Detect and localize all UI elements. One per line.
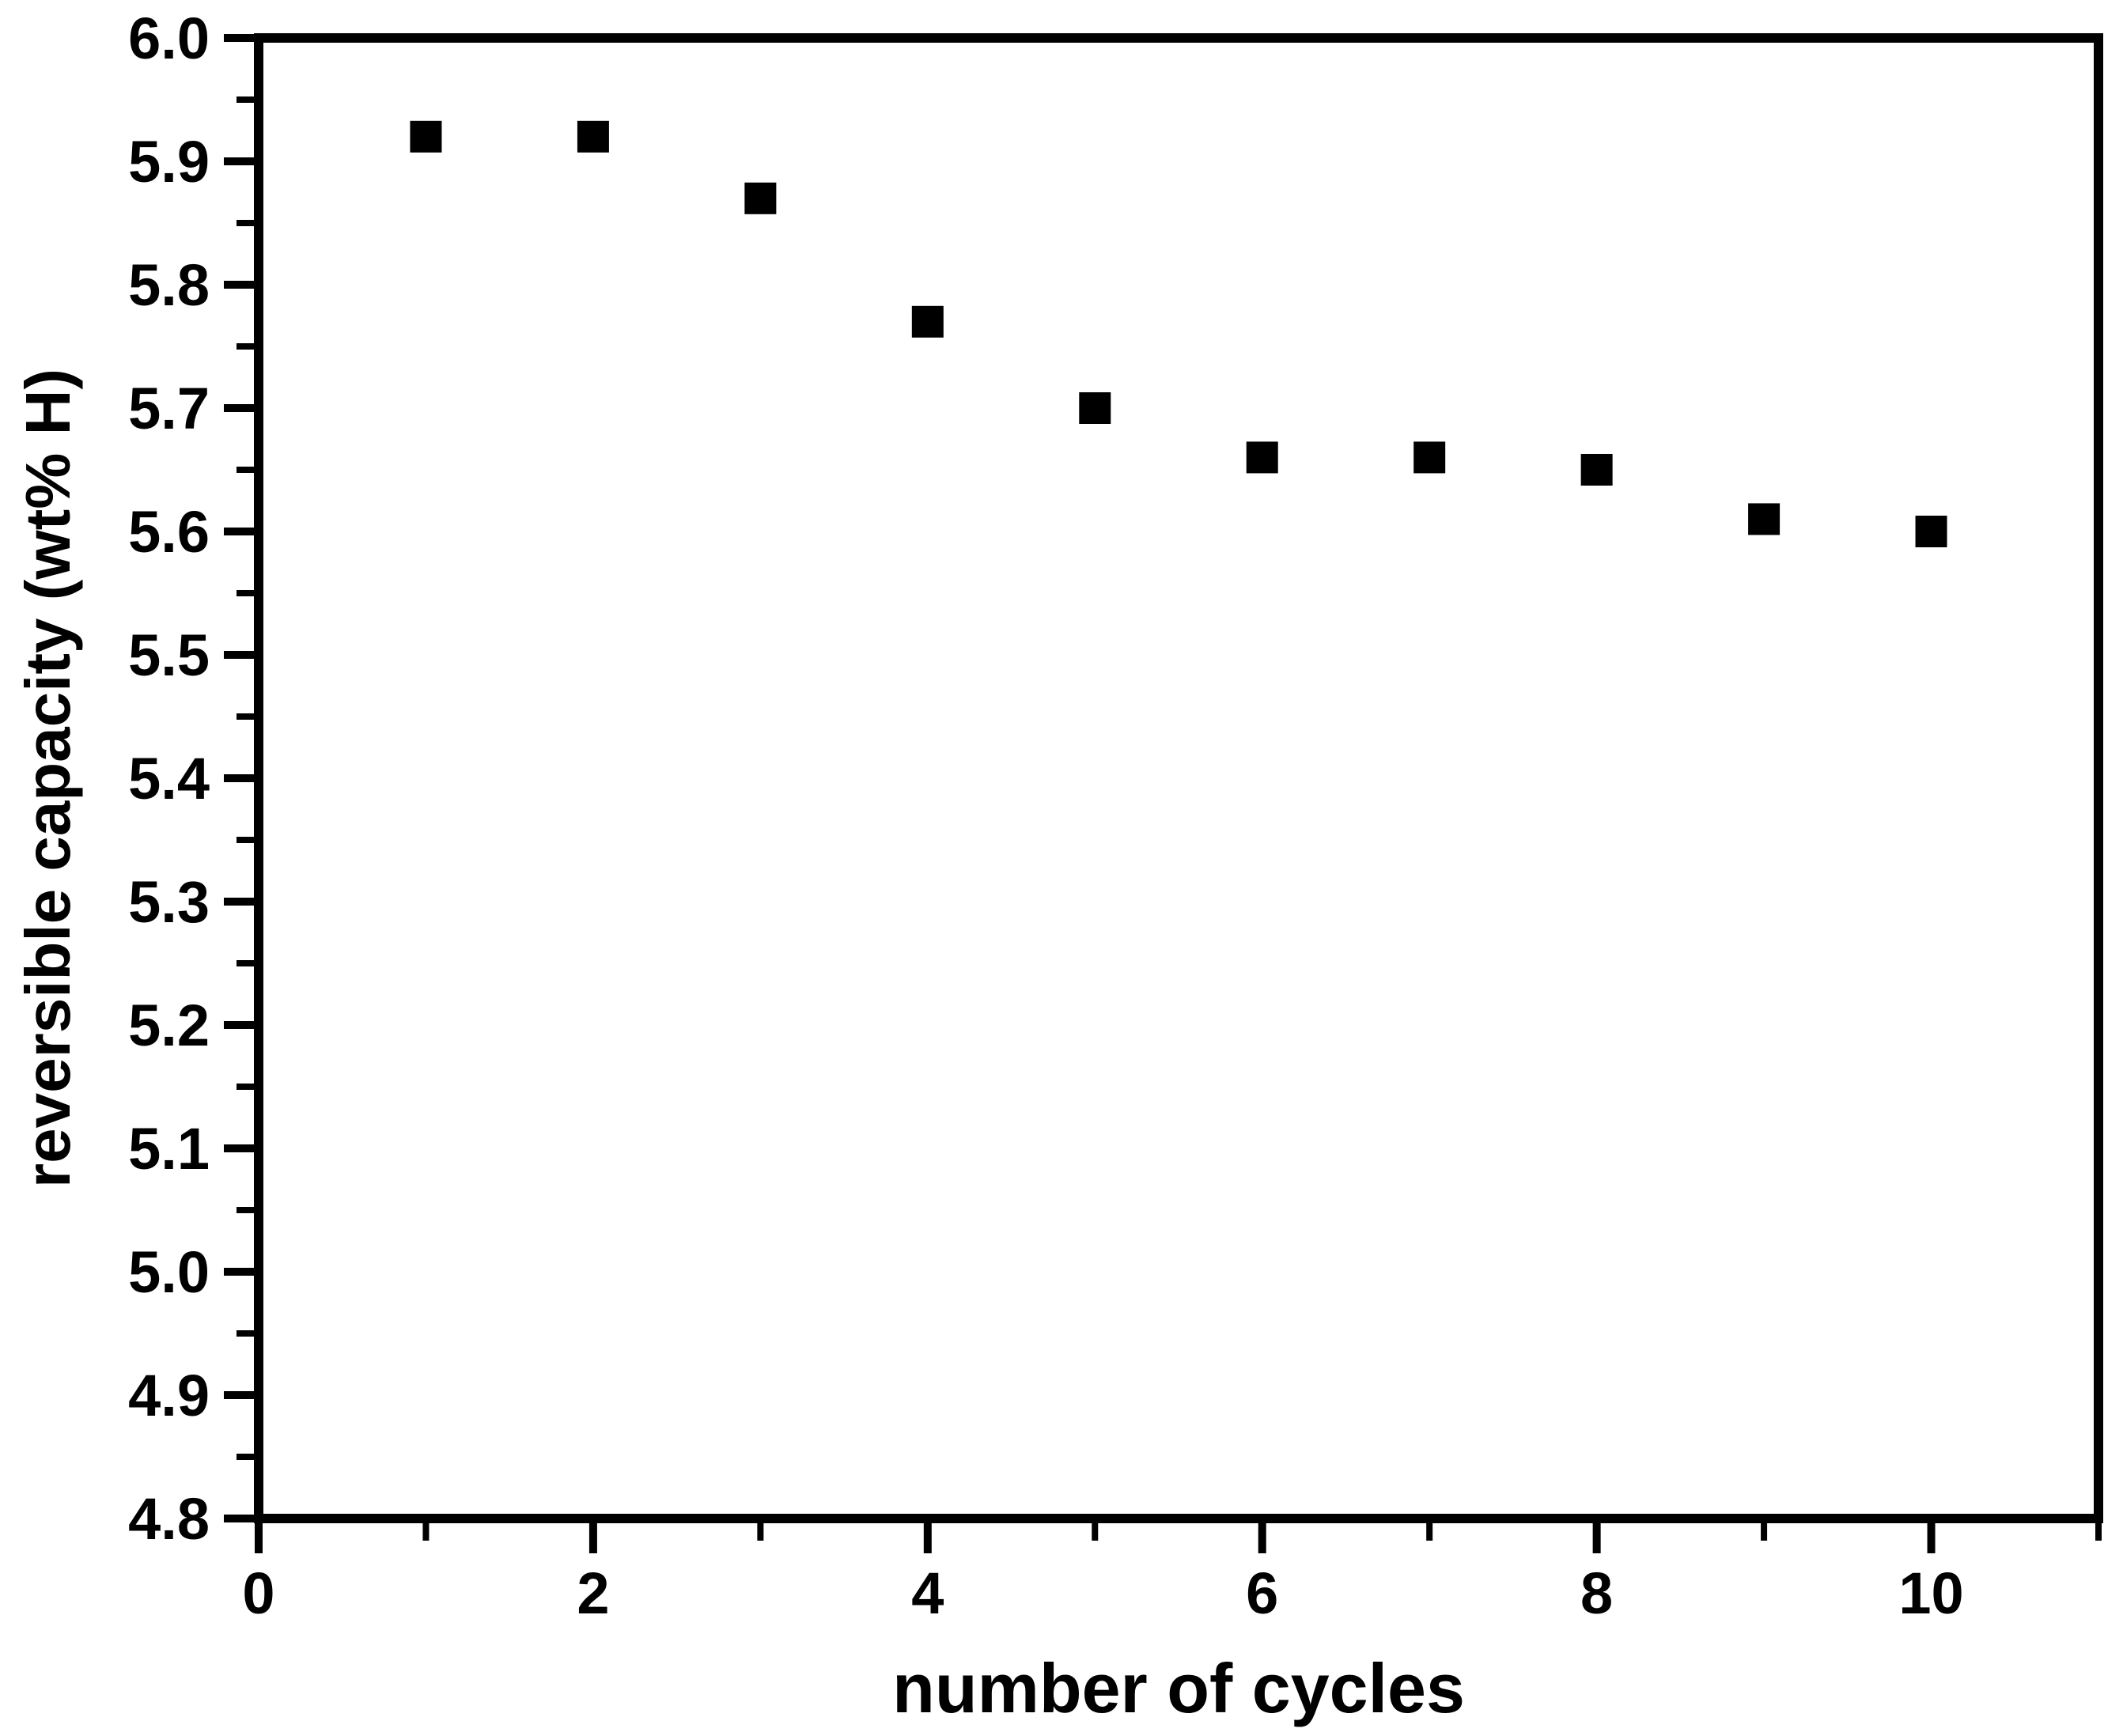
plot-frame xyxy=(254,33,2103,1523)
y-tick-label: 5.6 xyxy=(128,499,210,565)
y-tick-labels: 4.8 4.9 5.0 5.1 5.2 5.3 5.4 5.5 5.6 5.7 5.8 5.9 6.0 xyxy=(128,6,210,1552)
y-tick-label: 4.9 xyxy=(128,1363,210,1428)
x-axis-label: number of cycles xyxy=(892,1649,1465,1727)
x-tick-label: 8 xyxy=(1580,1560,1613,1626)
data-point-square xyxy=(1915,516,1947,547)
y-tick-label: 6.0 xyxy=(128,6,210,71)
x-tick-label: 4 xyxy=(911,1560,944,1626)
x-tick-label: 0 xyxy=(242,1560,274,1626)
y-tick-label: 4.8 xyxy=(128,1486,210,1552)
data-point-square xyxy=(1079,392,1111,424)
y-tick-label: 5.0 xyxy=(128,1239,210,1305)
y-tick-label: 5.7 xyxy=(128,376,210,441)
data-point-square xyxy=(744,182,777,214)
y-axis-label: reversible capacity (wt% H) xyxy=(13,369,83,1188)
data-point-square xyxy=(1246,441,1278,474)
y-tick-label: 5.5 xyxy=(128,622,210,688)
y-tick-label: 5.1 xyxy=(128,1116,210,1182)
y-tick-label: 5.3 xyxy=(128,869,210,935)
y-tick-label: 5.4 xyxy=(128,746,210,811)
y-tick-label: 5.9 xyxy=(128,129,210,195)
y-tick-label: 5.8 xyxy=(128,252,210,318)
data-point-square xyxy=(1748,503,1781,535)
data-points xyxy=(410,120,1947,547)
x-tick-label: 2 xyxy=(577,1560,609,1626)
data-point-square xyxy=(1580,454,1613,486)
data-point-square xyxy=(1413,441,1446,474)
x-major-ticks xyxy=(255,1519,1936,1553)
data-point-square xyxy=(911,305,944,338)
data-point-square xyxy=(577,120,609,153)
data-point-square xyxy=(410,120,442,153)
y-tick-label: 5.2 xyxy=(128,993,210,1058)
x-tick-labels: 0 2 4 6 8 10 xyxy=(242,1560,1963,1626)
x-tick-label: 10 xyxy=(1898,1560,1963,1626)
x-tick-label: 6 xyxy=(1246,1560,1278,1626)
y-major-ticks xyxy=(224,34,259,1522)
